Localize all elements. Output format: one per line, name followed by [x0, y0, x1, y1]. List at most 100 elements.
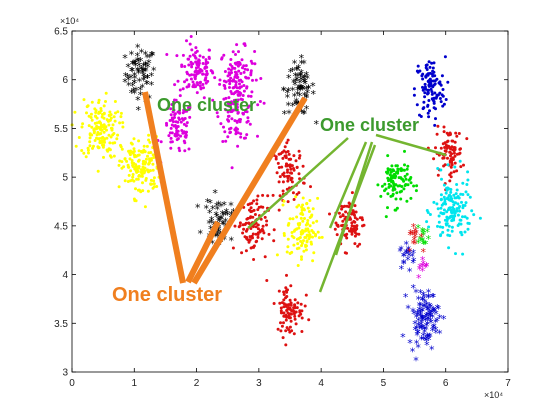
point-dot — [449, 175, 453, 179]
point-dot — [193, 70, 197, 74]
point-dot — [263, 255, 267, 259]
point-dot — [151, 186, 155, 190]
point-dot — [450, 159, 454, 163]
point-star: * — [209, 237, 215, 250]
point-star: * — [415, 341, 421, 354]
point-dot — [241, 98, 244, 102]
point-star: * — [398, 243, 404, 256]
point-star: * — [420, 225, 426, 238]
point-dot — [281, 180, 285, 184]
point-star: * — [441, 313, 447, 326]
point-dot — [397, 176, 401, 180]
point-star: * — [414, 338, 420, 351]
point-star: * — [430, 325, 436, 338]
point-star: * — [206, 217, 212, 230]
point-dot — [300, 330, 304, 333]
point-dot — [235, 119, 239, 123]
point-star: * — [436, 303, 442, 316]
point-dot — [190, 48, 194, 52]
point-star: * — [419, 322, 425, 335]
point-dot — [452, 211, 456, 215]
point-star: * — [421, 238, 427, 251]
point-dot — [169, 136, 173, 140]
point-dot — [151, 153, 155, 157]
point-dot — [306, 227, 310, 231]
point-dot — [149, 157, 153, 161]
point-dot — [88, 136, 92, 140]
point-dot — [340, 207, 344, 211]
point-dot — [403, 174, 407, 178]
point-dot — [170, 103, 174, 106]
point-dot — [152, 176, 156, 180]
point-dot — [361, 224, 364, 228]
point-dot — [253, 213, 257, 216]
point-dot — [112, 115, 116, 119]
point-star: * — [416, 293, 422, 306]
point-dot — [447, 133, 450, 137]
point-dot — [288, 308, 292, 311]
point-star: * — [149, 70, 155, 83]
point-star: * — [292, 91, 298, 104]
point-dot — [249, 71, 253, 75]
point-dot — [297, 191, 301, 195]
point-star: * — [290, 65, 296, 78]
point-dot — [272, 228, 276, 232]
point-dot — [446, 217, 450, 221]
point-star: * — [295, 84, 301, 97]
point-dot — [230, 166, 234, 170]
point-dot — [341, 214, 345, 218]
point-dot — [442, 125, 446, 129]
point-star: * — [138, 63, 144, 76]
point-dot — [409, 176, 413, 179]
point-dot — [121, 125, 125, 129]
point-dot — [102, 123, 106, 127]
point-dot — [228, 63, 232, 67]
point-dot — [389, 170, 393, 174]
point-star: * — [433, 317, 439, 330]
point-dot — [182, 122, 186, 126]
point-dot — [285, 326, 289, 330]
point-star: * — [302, 72, 308, 85]
point-dot — [114, 111, 117, 115]
point-dot — [109, 116, 113, 120]
point-star: * — [415, 320, 421, 333]
point-star: * — [297, 77, 303, 90]
point-star: * — [220, 208, 226, 221]
point-dot — [386, 167, 390, 171]
point-dot — [243, 67, 247, 71]
point-star: * — [304, 91, 310, 104]
point-dot — [422, 100, 426, 104]
point-star: * — [304, 92, 310, 105]
point-dot — [442, 183, 446, 187]
point-dot — [406, 164, 410, 168]
point-star: * — [298, 85, 304, 98]
point-star: * — [281, 85, 287, 98]
point-star: * — [419, 321, 425, 334]
point-dot — [80, 125, 84, 129]
point-star: * — [221, 210, 227, 223]
point-star: * — [216, 215, 222, 228]
point-star: * — [131, 85, 137, 98]
point-star: * — [425, 331, 431, 344]
point-star: * — [296, 62, 302, 75]
cluster-17-blue: ** ******** ***** ***** — [397, 238, 417, 278]
point-star: * — [212, 231, 218, 244]
point-dot — [252, 258, 256, 261]
point-dot — [227, 114, 231, 118]
point-dot — [229, 58, 233, 61]
point-star: * — [298, 70, 304, 83]
point-star: * — [421, 291, 427, 304]
point-star: * — [130, 65, 136, 78]
point-dot — [172, 101, 176, 105]
point-dot — [102, 130, 106, 134]
point-dot — [130, 178, 134, 182]
cluster-20-magenta: ***** ** *** — [416, 254, 430, 285]
point-dot — [302, 239, 305, 243]
point-dot — [180, 129, 184, 132]
point-dot — [232, 102, 236, 106]
point-dot — [466, 227, 470, 231]
point-star: * — [423, 324, 429, 337]
point-dot — [311, 230, 315, 234]
point-star: * — [425, 304, 431, 317]
point-star: * — [434, 315, 440, 328]
